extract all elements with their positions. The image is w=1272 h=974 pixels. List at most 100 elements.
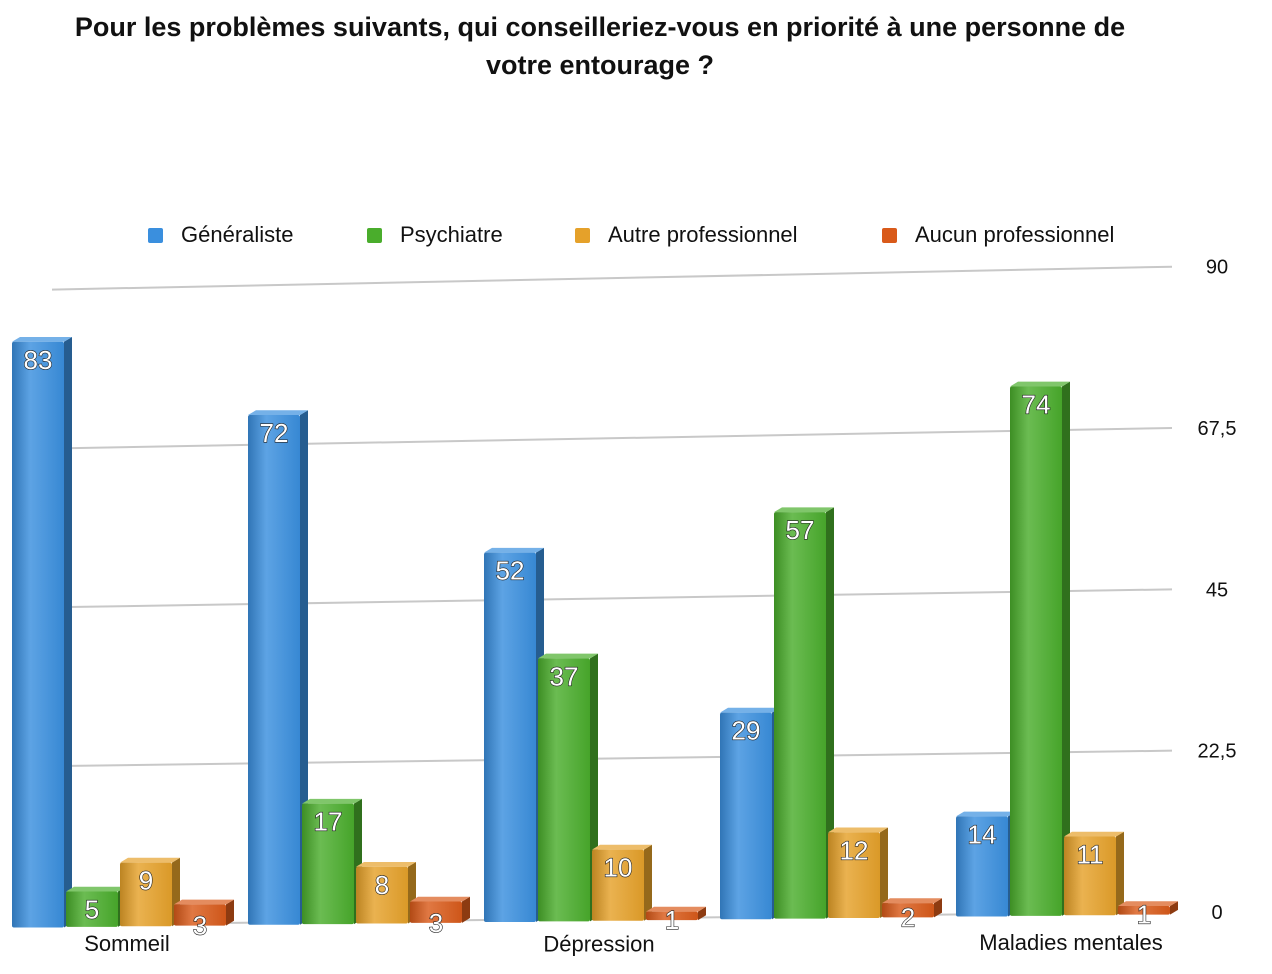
bar-value-label: 14 bbox=[968, 819, 997, 849]
legend-swatch-psychiatre bbox=[367, 227, 382, 243]
legend-item-psychiatre: Psychiatre bbox=[367, 222, 503, 248]
bar-value-label: 17 bbox=[314, 807, 343, 837]
bar-value-label: 9 bbox=[139, 866, 153, 896]
bar-value-label: 8 bbox=[375, 870, 389, 900]
bar-value-label: 10 bbox=[604, 853, 633, 883]
bar-side bbox=[1170, 901, 1178, 915]
chart-title: Pour les problèmes suivants, qui conseil… bbox=[0, 8, 1200, 84]
y-tick-label: 0 bbox=[1211, 902, 1222, 924]
bar-top bbox=[12, 337, 72, 342]
bar-top bbox=[538, 653, 598, 659]
bar-top bbox=[956, 811, 1016, 817]
bar bbox=[12, 341, 64, 928]
chart-title-line2: votre entourage ? bbox=[485, 50, 715, 80]
bar bbox=[302, 803, 354, 925]
y-tick-label: 22,5 bbox=[1198, 741, 1237, 763]
bar-top bbox=[484, 547, 544, 553]
bar bbox=[1064, 836, 1116, 916]
bar-top bbox=[302, 798, 362, 804]
bar-side bbox=[698, 906, 706, 921]
bar bbox=[774, 512, 826, 919]
gridline bbox=[51, 749, 1173, 768]
bar-side bbox=[826, 507, 834, 919]
bar-top bbox=[1010, 381, 1070, 387]
bar-top bbox=[174, 899, 234, 905]
category-label: Maladies mentales bbox=[979, 930, 1162, 955]
bar bbox=[484, 552, 536, 922]
legend-item-autre: Autre professionnel bbox=[575, 222, 798, 248]
bar bbox=[592, 849, 644, 921]
bar-top bbox=[828, 827, 888, 833]
bar bbox=[720, 712, 772, 920]
legend-item-generaliste: Généraliste bbox=[148, 222, 294, 248]
bar-top bbox=[592, 844, 652, 850]
bar bbox=[538, 658, 590, 922]
bar bbox=[1010, 386, 1062, 916]
legend-label-aucun: Aucun professionnel bbox=[915, 222, 1115, 247]
category-label: Dépression bbox=[543, 932, 654, 957]
gridline bbox=[51, 427, 1173, 450]
bar bbox=[174, 904, 226, 926]
bar-top bbox=[1064, 831, 1124, 837]
bar-top bbox=[66, 886, 126, 892]
bar-side bbox=[880, 827, 888, 918]
bar-value-label: 3 bbox=[429, 908, 443, 938]
bar-value-label: 11 bbox=[1077, 840, 1104, 870]
bar-value-label: 37 bbox=[550, 661, 579, 691]
bar-top bbox=[410, 896, 470, 902]
bar-value-label: 1 bbox=[1137, 900, 1151, 930]
bar-value-label: 72 bbox=[260, 418, 289, 448]
bar-top bbox=[1118, 901, 1178, 907]
bar bbox=[66, 891, 118, 927]
legend-swatch-autre bbox=[575, 227, 590, 243]
bar-side bbox=[1062, 381, 1070, 916]
bar bbox=[646, 911, 698, 921]
bar-side bbox=[934, 898, 942, 918]
bar-top bbox=[882, 898, 942, 904]
bar bbox=[410, 901, 462, 923]
bar-value-label: 52 bbox=[496, 556, 525, 586]
bar-top bbox=[720, 707, 780, 713]
legend-item-aucun: Aucun professionnel bbox=[882, 222, 1114, 248]
chart-legend: Généraliste Psychiatre Autre professionn… bbox=[0, 222, 1272, 254]
bar-top bbox=[646, 906, 706, 912]
y-tick-label: 45 bbox=[1206, 579, 1228, 601]
chart-title-line1: Pour les problèmes suivants, qui conseil… bbox=[74, 12, 1126, 42]
bar-top bbox=[356, 861, 416, 867]
legend-swatch-generaliste bbox=[148, 227, 163, 243]
bar-value-label: 57 bbox=[786, 515, 815, 545]
bar-value-label: 3 bbox=[193, 911, 207, 941]
bar bbox=[882, 903, 934, 918]
bar bbox=[956, 816, 1008, 917]
bar-value-label: 1 bbox=[665, 905, 679, 935]
bar-side bbox=[300, 410, 308, 925]
bar bbox=[248, 415, 300, 925]
legend-swatch-aucun bbox=[882, 227, 897, 243]
bar-side bbox=[644, 844, 652, 921]
bar-top bbox=[774, 507, 834, 513]
bar bbox=[828, 832, 880, 918]
bar-value-label: 83 bbox=[24, 345, 53, 375]
gridline bbox=[51, 588, 1173, 609]
category-label: Sommeil bbox=[84, 931, 170, 956]
bar-value-label: 12 bbox=[840, 835, 869, 865]
bar-value-label: 2 bbox=[901, 902, 915, 932]
bar-top bbox=[248, 410, 308, 416]
bar-side bbox=[1116, 831, 1124, 916]
legend-label-autre: Autre professionnel bbox=[608, 222, 798, 247]
bar bbox=[356, 866, 408, 924]
gridline bbox=[51, 265, 1173, 291]
bar-value-label: 5 bbox=[85, 895, 99, 925]
legend-label-psychiatre: Psychiatre bbox=[400, 222, 503, 247]
bar-side bbox=[64, 337, 72, 928]
bar-side bbox=[462, 896, 470, 923]
bar-value-label: 29 bbox=[732, 716, 761, 746]
bar-value-label: 74 bbox=[1022, 389, 1051, 419]
bar bbox=[120, 862, 172, 927]
y-tick-label: 90 bbox=[1206, 257, 1228, 279]
legend-label-generaliste: Généraliste bbox=[181, 222, 294, 247]
bar-side bbox=[226, 899, 234, 926]
y-tick-label: 67,5 bbox=[1198, 418, 1237, 440]
bar bbox=[1118, 906, 1170, 915]
